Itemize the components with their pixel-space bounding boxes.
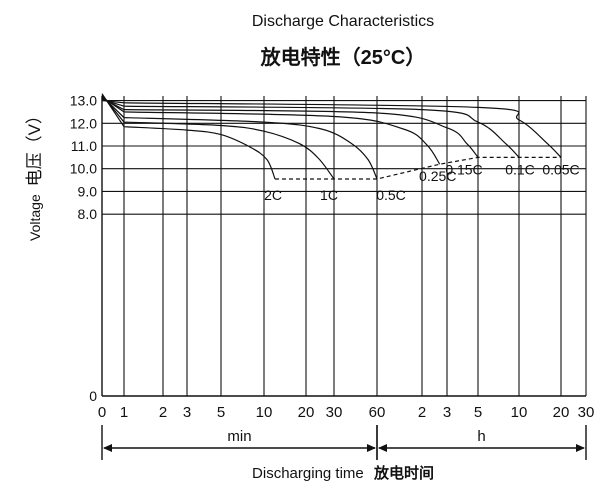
segment-arrowhead	[103, 444, 112, 452]
x-axis-label-en: Discharging time	[252, 465, 364, 482]
segment-unit-label: min	[227, 428, 251, 445]
series-label: 2C	[264, 187, 282, 203]
x-axis-label-cn: 放电时间	[373, 464, 434, 482]
x-tick-label: 5	[474, 404, 482, 421]
y-tick-label: 13.0	[70, 93, 97, 109]
x-tick-label: 60	[369, 404, 386, 421]
y-axis-label: Voltage 电压（V）	[25, 107, 44, 241]
x-tick-label: 30	[578, 404, 595, 421]
x-tick-label: 20	[298, 404, 315, 421]
x-tick-label: 3	[443, 404, 451, 421]
series-label: 0.25C	[419, 168, 456, 184]
y-tick-label: 12.0	[70, 115, 97, 131]
chart-title: Discharge Characteristics	[252, 13, 434, 30]
series-line	[101, 98, 520, 158]
cutoff-voltage-line	[275, 156, 561, 180]
x-tick-label: 2	[159, 404, 167, 421]
series-label: 0.05C	[542, 161, 579, 177]
x-ticks: 0 1 2 3 5 10 20 30 60 2 3 5 10 20 30	[98, 404, 595, 421]
series-line	[101, 94, 335, 180]
svg-text:Voltage 电压（V）: Voltage 电压（V）	[25, 107, 44, 241]
y-tick-label: 8.0	[78, 206, 98, 222]
series-line	[101, 95, 378, 180]
x-tick-label: 20	[553, 404, 570, 421]
segment-unit-label: h	[477, 428, 485, 445]
chart-subtitle: 放电特性（25°C）	[260, 45, 426, 69]
x-tick-label: 2	[418, 404, 426, 421]
segment-arrowhead	[378, 444, 387, 452]
series-line	[101, 96, 441, 165]
grid	[101, 96, 587, 397]
y-axis-label-en: Voltage	[27, 194, 43, 241]
y-ticks: 0 8.0 9.0 10.0 11.0 12.0 13.0	[70, 93, 97, 404]
x-tick-label: 30	[326, 404, 343, 421]
x-tick-label: 0	[98, 404, 106, 421]
x-unit-segments: min h	[101, 425, 587, 460]
series-label: 1C	[320, 187, 338, 203]
x-tick-label: 10	[256, 404, 273, 421]
x-tick-label: 1	[120, 404, 128, 421]
x-tick-label: 10	[511, 404, 528, 421]
x-axis-label: Discharging time 放电时间	[252, 464, 434, 482]
series-label: 0.1C	[505, 161, 535, 177]
series-label: 0.5C	[376, 187, 406, 203]
series-line	[101, 99, 562, 158]
x-tick-label: 3	[183, 404, 191, 421]
y-tick-label: 9.0	[78, 183, 98, 199]
y-tick-label: 10.0	[70, 161, 97, 177]
y-tick-label: 11.0	[71, 138, 97, 154]
curves	[101, 93, 562, 180]
y-axis-label-cn: 电压（V）	[25, 107, 44, 186]
series-label: 0.15C	[445, 161, 482, 177]
segment-arrowhead	[576, 444, 585, 452]
series-line	[101, 93, 276, 180]
segment-arrowhead	[367, 444, 376, 452]
series-line	[101, 97, 479, 158]
x-tick-label: 5	[217, 404, 225, 421]
y-tick-label: 0	[89, 388, 97, 404]
